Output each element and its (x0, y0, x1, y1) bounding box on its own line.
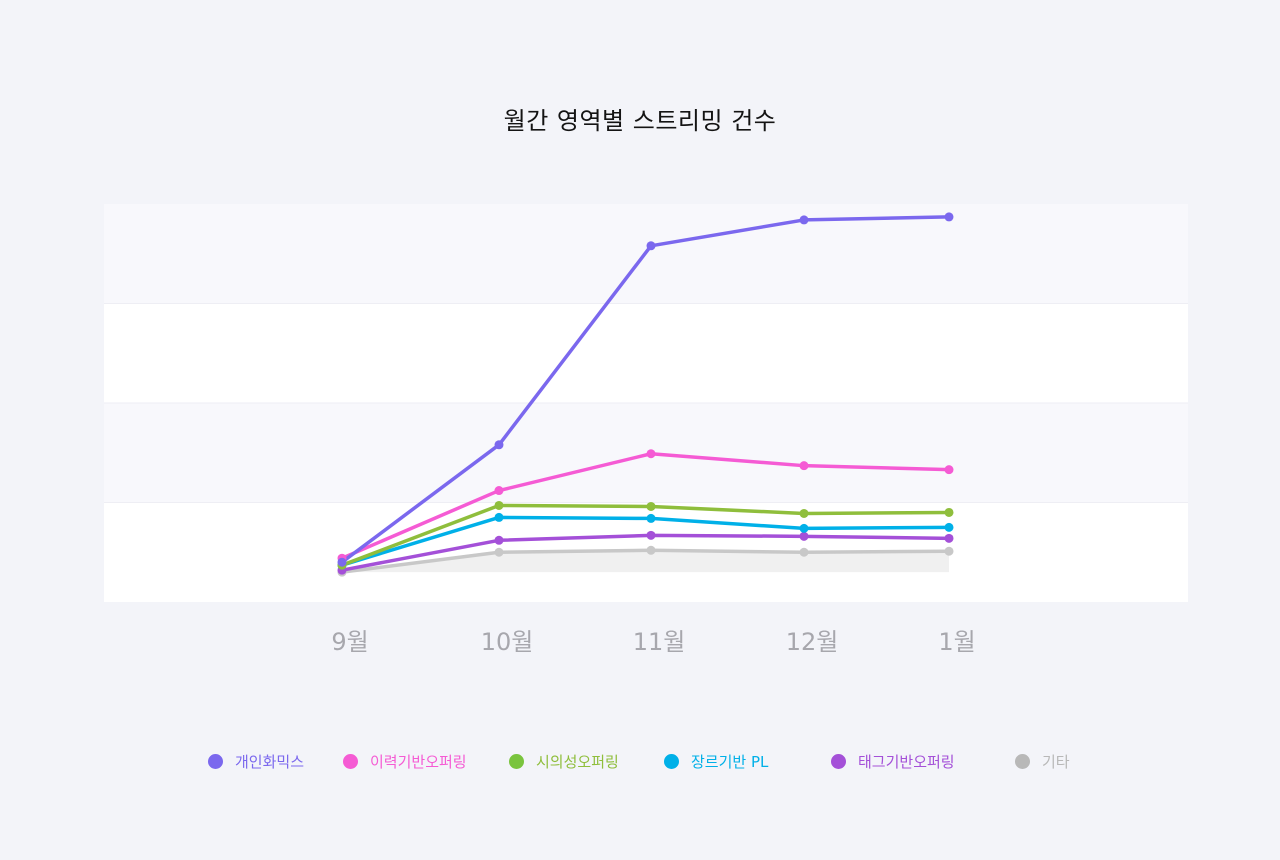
legend-item[interactable]: 이력기반오퍼링 (343, 748, 467, 774)
data-point (494, 500, 504, 510)
legend-item[interactable]: 태그기반오퍼링 (831, 748, 955, 774)
data-point (944, 546, 954, 556)
x-tick-label: 12월 (786, 628, 839, 656)
data-point (944, 522, 954, 532)
legend-swatch (208, 753, 223, 769)
data-point (337, 557, 347, 567)
data-point (944, 507, 954, 517)
x-axis-ticks: 9월 10월 11월 12월 1월 (331, 628, 975, 656)
data-point (799, 461, 809, 471)
legend-swatch (509, 753, 524, 769)
data-point (799, 547, 809, 557)
data-point (799, 531, 809, 541)
legend-label: 기타 (1042, 752, 1070, 771)
legend-label: 이력기반오퍼링 (370, 752, 467, 771)
data-point (646, 449, 656, 459)
legend-item[interactable]: 시의성오퍼링 (509, 748, 619, 774)
data-point (799, 508, 809, 518)
series-area-other (342, 550, 949, 573)
x-tick-label: 11월 (633, 628, 686, 656)
series-points-layer (337, 212, 954, 577)
data-point (646, 513, 656, 523)
data-point (799, 215, 809, 225)
legend-label: 장르기반 PL (691, 752, 769, 771)
data-point (646, 530, 656, 540)
legend-swatch (664, 753, 679, 769)
series-area-layer (342, 550, 949, 573)
x-tick-label: 9월 (331, 628, 368, 656)
x-tick-label: 10월 (481, 628, 534, 656)
data-point (944, 465, 954, 475)
data-point (646, 241, 656, 251)
data-point (646, 545, 656, 555)
data-point (799, 523, 809, 533)
data-point (494, 440, 504, 450)
grid-bands (104, 204, 1188, 602)
grid-band (104, 303, 1188, 403)
legend-item[interactable]: 장르기반 PL (664, 748, 768, 774)
legend-item[interactable]: 개인화믹스 (208, 748, 304, 774)
legend-label: 개인화믹스 (235, 752, 305, 771)
legend-label: 시의성오퍼링 (536, 752, 619, 771)
legend-swatch (831, 753, 846, 769)
data-point (944, 533, 954, 543)
data-point (944, 212, 954, 222)
chart-title: 월간 영역별 스트리밍 건수 (503, 107, 777, 135)
data-point (494, 535, 504, 545)
legend-swatch (343, 753, 358, 769)
chart-legend: 개인화믹스 이력기반오퍼링 시의성오퍼링 장르기반 PL 태그기반오퍼링 기타 (0, 748, 1280, 774)
data-point (494, 512, 504, 522)
data-point (494, 547, 504, 557)
legend-swatch (1015, 753, 1030, 769)
legend-item[interactable]: 기타 (1015, 748, 1070, 774)
data-point (494, 486, 504, 496)
grid-band (104, 403, 1188, 503)
x-tick-label: 1월 (938, 628, 975, 656)
legend-label: 태그기반오퍼링 (858, 752, 955, 771)
data-point (646, 501, 656, 511)
